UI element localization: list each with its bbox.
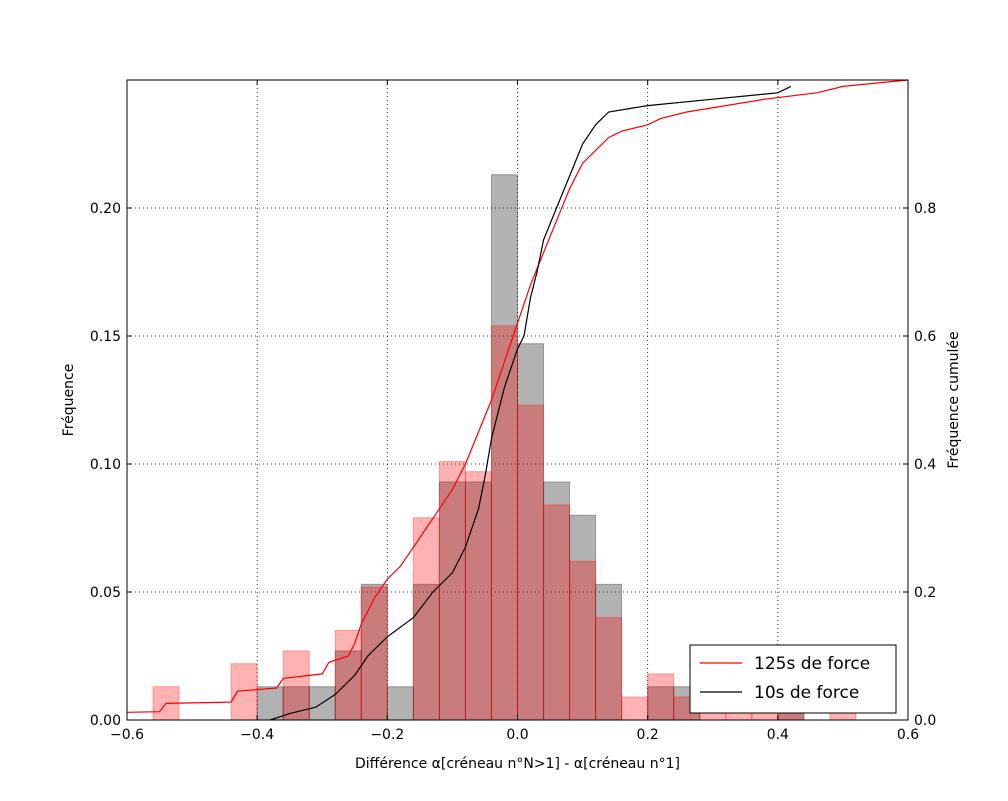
bar-125s	[543, 504, 571, 721]
cumulative-line-125s	[126, 79, 909, 713]
legend-box	[689, 644, 897, 714]
cumulative-line-10s	[270, 85, 792, 721]
y-axis-label-left: Fréquence	[61, 364, 77, 437]
axis-ticks: −0.6 −0.4 −0.2 0.0 0.2 0.4 0.6 0.00 0.05 0.10 0.15…	[90, 80, 936, 743]
x-tick-label: 0.2	[637, 727, 659, 743]
bar-125s	[360, 586, 388, 721]
x-tick-label: 0.6	[897, 727, 919, 743]
x-tick-label: −0.6	[110, 727, 144, 743]
histogram-bars	[152, 174, 857, 721]
y-left-tick-label: 0.10	[90, 457, 121, 473]
bar-125s	[647, 673, 675, 721]
bar-125s	[621, 696, 649, 721]
y-left-tick-label: 0.05	[90, 585, 121, 601]
x-tick-label: 0.4	[767, 727, 789, 743]
bar-125s	[595, 617, 623, 721]
x-tick-label: −0.4	[240, 727, 274, 743]
x-tick-label: −0.2	[370, 727, 404, 743]
legend-label: 125s de force	[754, 654, 870, 674]
bar-125s	[412, 517, 440, 721]
bar-10s	[360, 583, 388, 721]
y-right-tick-label: 0.2	[914, 585, 936, 601]
bar-125s	[517, 404, 545, 721]
x-axis-label: Différence α[créneau n°N>1] - α[créneau …	[355, 756, 680, 772]
legend: 125s de force 10s de force	[689, 644, 897, 714]
legend-label: 10s de force	[754, 683, 859, 703]
y-right-tick-label: 0.4	[914, 457, 936, 473]
bar-10s	[569, 514, 597, 721]
y-right-tick-label: 0.6	[914, 329, 936, 345]
bar-10s	[334, 650, 362, 721]
bar-125s	[282, 650, 310, 721]
bar-125s	[230, 663, 258, 721]
bar-10s	[647, 686, 675, 721]
y-left-tick-label: 0.20	[90, 201, 121, 217]
bar-10s	[386, 686, 414, 721]
bar-10s	[256, 686, 284, 721]
bar-125s	[490, 325, 519, 721]
bar-10s	[595, 583, 623, 721]
bar-125s	[464, 471, 492, 721]
cumulative-lines	[126, 79, 909, 721]
bar-125s	[569, 560, 597, 721]
y-left-tick-label: 0.00	[90, 713, 121, 729]
bar-10s	[464, 481, 492, 721]
x-tick-label: 0.0	[506, 727, 528, 743]
bar-125s	[334, 629, 362, 721]
y-axis-label-right: Fréquence cumulée	[946, 331, 962, 468]
y-right-tick-label: 0.0	[914, 713, 936, 729]
bar-10s	[412, 583, 440, 721]
bar-125s	[438, 460, 466, 721]
bar-10s	[517, 343, 545, 721]
y-left-tick-label: 0.15	[90, 329, 121, 345]
bar-10s	[543, 481, 571, 721]
y-right-tick-label: 0.8	[914, 201, 936, 217]
bar-10s	[490, 174, 519, 721]
bar-10s	[438, 481, 466, 721]
